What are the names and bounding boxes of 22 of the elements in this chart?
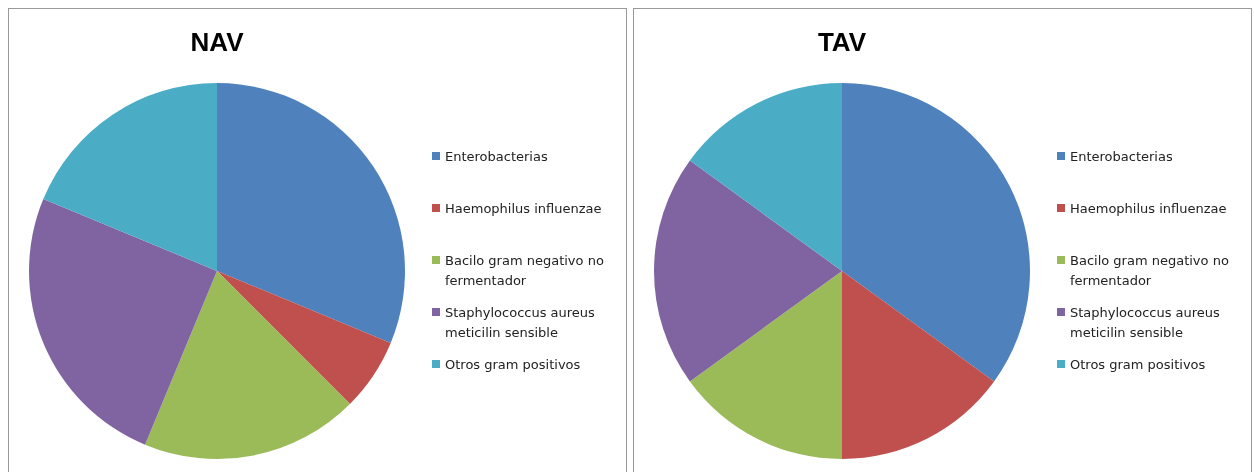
chart-title: NAV (190, 27, 245, 57)
legend-label: Haemophilus influenzae (445, 200, 602, 216)
pie-slice (842, 83, 1030, 382)
legend-label: Bacilo gram negativo no fermentador (1070, 252, 1229, 288)
pie-slice (689, 271, 842, 459)
legend-label: Enterobacterias (445, 148, 548, 164)
legend-label: Enterobacterias (1070, 148, 1173, 164)
pie-slice (689, 83, 842, 271)
legend-label: Otros gram positivos (1070, 356, 1206, 372)
pie-slice (217, 83, 405, 343)
pie-slice (43, 83, 217, 271)
pie-slice (217, 271, 391, 404)
pie-slice (145, 271, 350, 459)
pie-slice (29, 199, 217, 445)
legend-label: Haemophilus influenzae (1070, 200, 1227, 216)
chart-title: TAV (817, 27, 867, 57)
legend-label: Staphylococcus aureus meticilin sensible (445, 304, 596, 340)
legend-label: Staphylococcus aureus meticilin sensible (1070, 304, 1221, 340)
legend-label: Otros gram positivos (445, 356, 581, 372)
legend-label: Bacilo gram negativo no fermentador (445, 252, 604, 288)
pie-slice (654, 160, 842, 382)
pie-slice (842, 271, 995, 459)
